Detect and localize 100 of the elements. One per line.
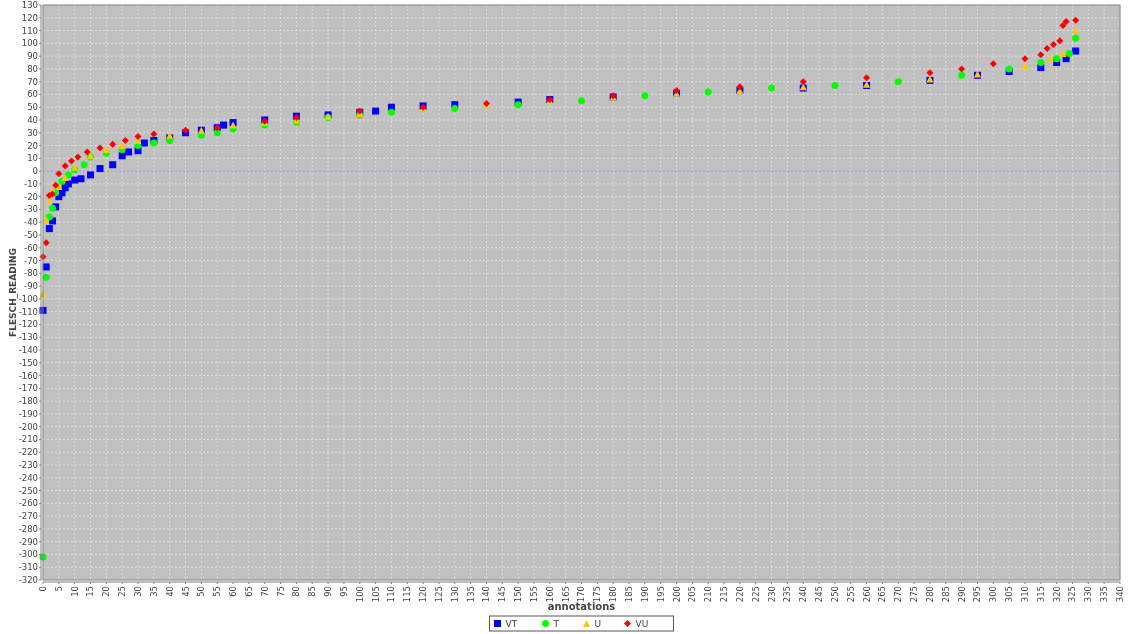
y-tick-label: 20: [27, 140, 38, 151]
y-tick-label: -320: [18, 574, 38, 585]
y-tick-label: -110: [18, 306, 38, 317]
y-tick-label: 0: [32, 166, 38, 177]
x-tick-label: 215: [719, 586, 730, 603]
x-tick-label: 220: [734, 586, 745, 603]
y-tick-label: -190: [18, 408, 38, 419]
x-tick-label: 225: [750, 586, 761, 603]
x-tick-label: 100: [354, 586, 365, 603]
y-tick-label: -290: [18, 536, 38, 547]
y-tick-label: -230: [18, 459, 38, 470]
x-tick-label: 135: [465, 586, 476, 603]
y-tick-label: 80: [27, 63, 38, 74]
y-tick-label: 30: [27, 127, 38, 138]
x-tick-label: 255: [845, 586, 856, 603]
y-axis-title: FLESCH_READING: [8, 248, 18, 337]
x-tick-label: 305: [1004, 586, 1015, 603]
x-tick-label: 125: [433, 586, 444, 603]
x-tick-label: 285: [940, 586, 951, 603]
y-tick-label: -120: [18, 319, 38, 330]
y-tick-label: -90: [24, 281, 38, 292]
y-tick-label: -150: [18, 357, 38, 368]
x-tick-label: 290: [956, 586, 967, 603]
x-tick-label: 315: [1035, 586, 1046, 603]
x-tick-label: 300: [988, 586, 999, 603]
y-tick-label: -180: [18, 396, 38, 407]
y-tick-label: -140: [18, 344, 38, 355]
x-tick-label: 265: [877, 586, 888, 603]
x-tick-label: 130: [449, 586, 460, 603]
y-tick-label: 70: [27, 76, 38, 87]
x-tick-label: 190: [639, 586, 650, 603]
x-tick-label: 330: [1083, 586, 1094, 603]
y-tick-label: -170: [18, 383, 38, 394]
y-tick-label: -220: [18, 447, 38, 458]
y-tick-label: 90: [27, 51, 38, 62]
y-tick-label: -10: [24, 178, 38, 189]
x-tick-label: 175: [592, 586, 603, 603]
x-tick-label: 155: [528, 586, 539, 603]
legend-label: VT: [505, 618, 518, 629]
x-tick-label: 180: [608, 586, 619, 603]
x-tick-label: 90: [323, 586, 334, 597]
x-tick-label: 250: [829, 586, 840, 603]
x-tick-label: 40: [164, 586, 175, 597]
x-tick-label: 140: [481, 586, 492, 603]
x-tick-label: 65: [243, 586, 254, 597]
x-tick-label: 200: [671, 586, 682, 603]
x-tick-label: 335: [1099, 586, 1110, 603]
y-tick-label: 60: [27, 89, 38, 100]
legend-label: U: [594, 618, 602, 629]
y-tick-label: -100: [18, 293, 38, 304]
x-tick-label: 45: [180, 586, 191, 597]
x-tick-label: 340: [1114, 586, 1125, 603]
x-tick-label: 205: [687, 586, 698, 603]
y-tick-label: -30: [24, 204, 38, 215]
x-tick-label: 60: [228, 586, 239, 597]
y-tick-label: 120: [21, 12, 38, 23]
legend-label: VU: [635, 618, 649, 629]
y-tick-label: -20: [24, 191, 38, 202]
y-tick-label: -40: [24, 217, 38, 228]
x-tick-label: 105: [370, 586, 381, 603]
y-tick-label: -310: [18, 562, 38, 573]
x-tick-label: 10: [69, 586, 80, 597]
x-tick-label: 115: [402, 586, 413, 603]
x-tick-label: 295: [972, 586, 983, 603]
x-tick-label: 170: [576, 586, 587, 603]
y-tick-label: -50: [24, 229, 38, 240]
y-tick-label: 100: [21, 38, 38, 49]
x-tick-label: 25: [117, 586, 128, 597]
x-tick-label: 30: [133, 586, 143, 597]
y-tick-label: -80: [24, 268, 38, 279]
x-tick-label: 55: [212, 586, 223, 597]
x-tick-label: 120: [418, 586, 429, 603]
y-tick-label: 10: [27, 153, 38, 164]
y-tick-label: -240: [18, 472, 38, 483]
y-tick-label: 40: [27, 114, 38, 125]
x-tick-label: 35: [148, 586, 159, 597]
legend-label: T: [552, 618, 560, 629]
x-tick-label: 195: [655, 586, 666, 603]
x-tick-label: 110: [386, 586, 397, 603]
x-tick-label: 185: [623, 586, 634, 603]
x-tick-label: 50: [196, 586, 207, 597]
x-axis-title: annotations: [547, 601, 616, 612]
x-tick-label: 275: [909, 586, 920, 603]
y-tick-label: -70: [24, 255, 38, 266]
y-tick-label: -130: [18, 332, 38, 343]
y-tick-label: -300: [18, 549, 38, 560]
y-tick-label: -200: [18, 421, 38, 432]
x-tick-label: 145: [497, 586, 508, 603]
y-tick-label: 110: [21, 25, 38, 36]
y-tick-label: 130: [21, 0, 38, 10]
x-tick-label: 85: [307, 586, 318, 597]
x-tick-label: 325: [1067, 586, 1078, 603]
x-tick-label: 0: [37, 586, 48, 592]
x-tick-label: 75: [275, 586, 286, 597]
x-tick-label: 160: [544, 586, 555, 603]
y-tick-label: -260: [18, 498, 38, 509]
x-tick-label: 165: [560, 586, 571, 603]
y-tick-label: -270: [18, 511, 38, 522]
x-tick-label: 245: [814, 586, 825, 603]
x-tick-label: 310: [1019, 586, 1030, 603]
